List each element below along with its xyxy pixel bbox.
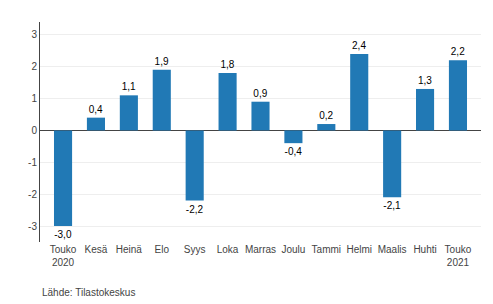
svg-text:0,9: 0,9 — [253, 88, 267, 99]
svg-text:1,1: 1,1 — [122, 81, 136, 92]
svg-text:Elo: Elo — [155, 244, 170, 255]
svg-text:Joulu: Joulu — [281, 244, 305, 255]
svg-text:-3: -3 — [28, 221, 37, 232]
svg-text:Heinä: Heinä — [116, 244, 143, 255]
svg-text:0,2: 0,2 — [319, 110, 333, 121]
svg-text:Touko2021: Touko2021 — [445, 244, 472, 268]
svg-text:Marras: Marras — [245, 244, 276, 255]
svg-text:-2,2: -2,2 — [186, 204, 204, 215]
svg-text:Lähde: Tilastokeskus: Lähde: Tilastokeskus — [42, 287, 135, 298]
svg-text:-3,0: -3,0 — [54, 229, 72, 240]
svg-text:2,2: 2,2 — [451, 46, 465, 57]
svg-text:Touko2020: Touko2020 — [50, 244, 77, 268]
svg-text:0: 0 — [31, 125, 37, 136]
svg-text:-1: -1 — [28, 157, 37, 168]
svg-text:2,4: 2,4 — [352, 40, 366, 51]
svg-text:1,3: 1,3 — [418, 75, 432, 86]
svg-text:1,8: 1,8 — [220, 59, 234, 70]
svg-text:Tammi: Tammi — [312, 244, 341, 255]
svg-text:3: 3 — [31, 29, 37, 40]
svg-text:Syys: Syys — [184, 244, 206, 255]
svg-text:-2: -2 — [28, 189, 37, 200]
svg-text:Helmi: Helmi — [346, 244, 372, 255]
svg-text:-2,1: -2,1 — [383, 200, 401, 211]
svg-text:Maalis: Maalis — [378, 244, 407, 255]
svg-text:2: 2 — [31, 61, 37, 72]
svg-text:1: 1 — [31, 93, 37, 104]
svg-text:1,9: 1,9 — [155, 56, 169, 67]
svg-text:0,4: 0,4 — [89, 104, 103, 115]
svg-text:Loka: Loka — [217, 244, 239, 255]
svg-text:Kesä: Kesä — [85, 244, 108, 255]
svg-text:Huhti: Huhti — [413, 244, 436, 255]
svg-text:-0,4: -0,4 — [285, 146, 303, 157]
